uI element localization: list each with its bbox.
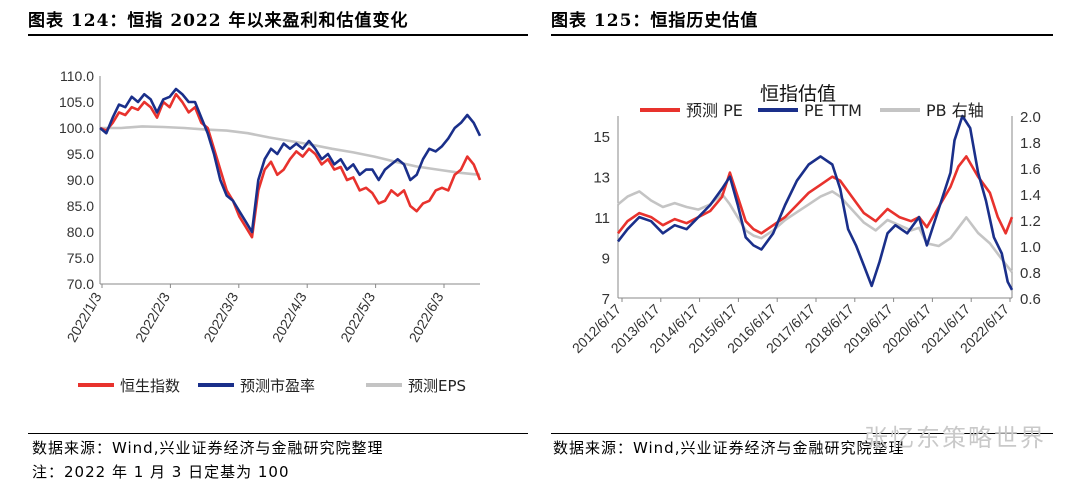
left-source-rule [28,433,528,434]
left-y-tick-label: 95.0 [67,146,94,162]
right-y2-tick-label: 0.8 [1020,265,1041,282]
left-y-tick-label: 90.0 [67,172,94,188]
right-y2-tick-label: 0.6 [1020,291,1041,308]
watermark: 张忆东策略世界 [864,424,1046,452]
right-series-line-2 [617,190,1014,273]
left-y-tick-label: 100.0 [59,120,94,136]
right-title-rule [551,34,1053,36]
right-y2-tick-label: 2.0 [1020,109,1041,126]
right-y-tick-label: 15 [593,129,610,146]
right-panel-title: 图表 125：恒指历史估值 [551,11,759,31]
right-legend-label-0: 预测 PE [686,101,743,120]
right-legend-label-2: PB 右轴 [926,101,984,120]
left-y-tick-label: 75.0 [67,250,94,266]
left-y-tick-label: 110.0 [60,68,94,84]
right-y2-tick-label: 1.0 [1020,239,1041,256]
left-y-tick-label: 85.0 [67,198,94,214]
left-panel-title: 图表 124：恒指 2022 年以来盈利和估值变化 [28,11,409,31]
left-legend-label-1: 预测市盈率 [240,377,315,395]
right-y2-tick-label: 1.2 [1020,213,1041,230]
left-y-tick-label: 105.0 [59,94,94,110]
left-legend-label-0: 恒生指数 [120,377,180,395]
right-y2-tick-label: 1.8 [1020,135,1041,152]
right-y-tick-label: 13 [593,170,610,187]
right-y2-tick-label: 1.4 [1020,187,1041,204]
left-series-line-2 [100,125,481,177]
left-source-text: 数据来源：Wind,兴业证券经济与金融研究院整理 [32,439,384,457]
right-legend-label-1: PE TTM [804,101,862,120]
left-title-rule [28,34,528,36]
right-chart-title: 恒指估值 [760,83,836,105]
left-legend-label-2: 预测EPS [408,377,466,395]
right-y-tick-label: 9 [602,251,610,268]
left-y-tick-label: 80.0 [67,224,94,240]
left-note-text: 注：2022 年 1 月 3 日定基为 100 [32,463,290,481]
right-y2-tick-label: 1.6 [1020,161,1041,178]
right-series-line-1 [616,114,1014,291]
right-series-line-0 [616,155,1014,235]
left-y-tick-label: 70.0 [67,276,94,292]
left-series-line-1 [99,87,482,234]
right-source-rule [551,433,1053,434]
right-y-tick-label: 11 [594,210,610,227]
right-y-tick-label: 7 [602,291,610,308]
right-source-text: 数据来源：Wind,兴业证券经济与金融研究院整理 [553,439,905,457]
